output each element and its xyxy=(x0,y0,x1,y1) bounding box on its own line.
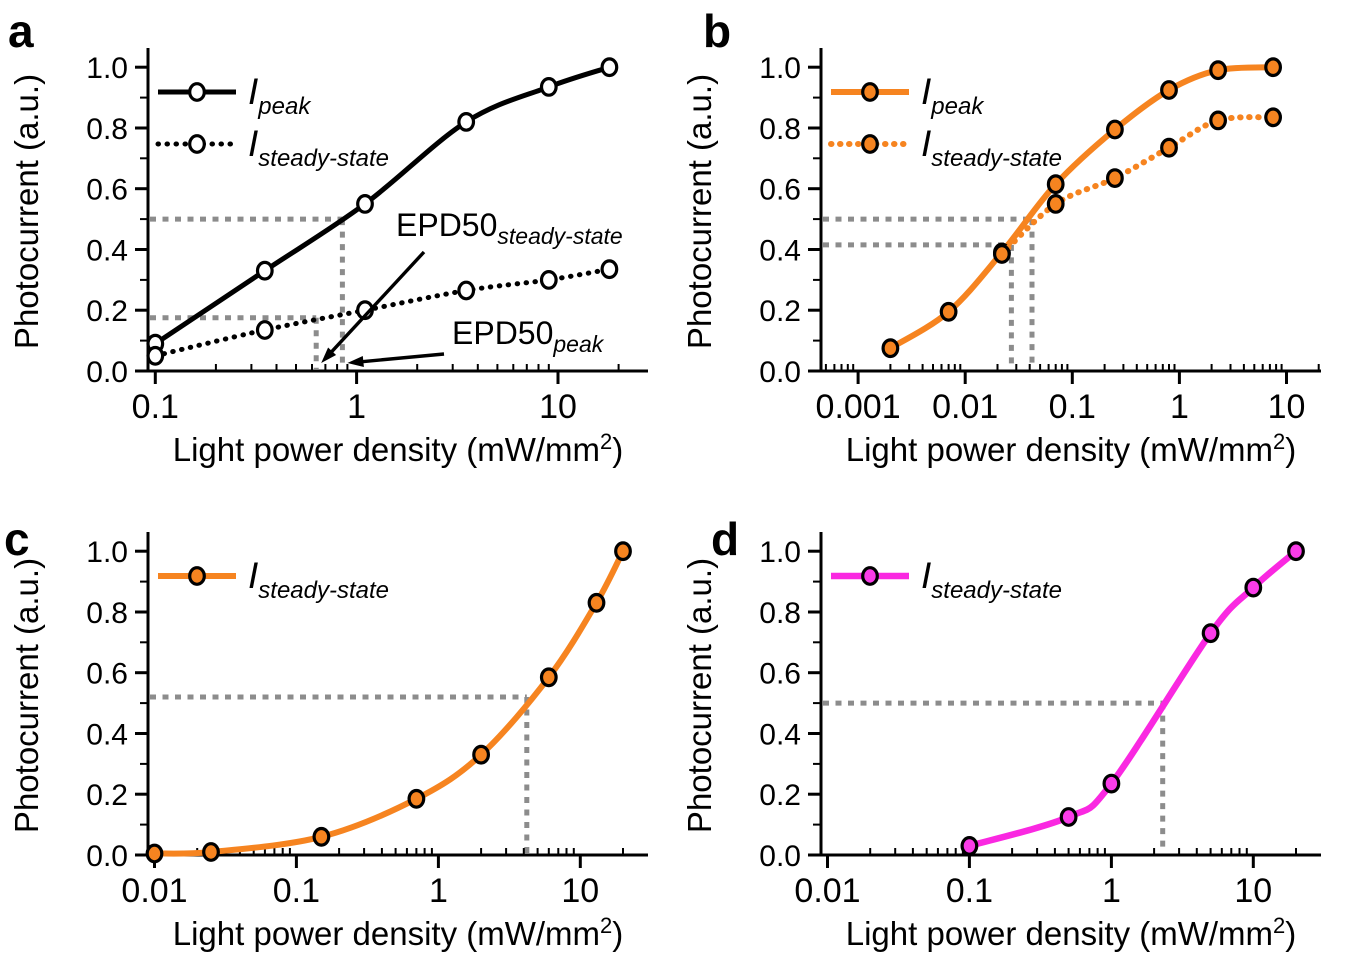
svg-text:10: 10 xyxy=(561,872,599,910)
svg-text:0.1: 0.1 xyxy=(946,872,993,910)
svg-text:0.4: 0.4 xyxy=(86,719,128,752)
svg-text:0.001: 0.001 xyxy=(816,388,901,426)
series-I_peak xyxy=(881,57,1282,359)
guide-lines xyxy=(823,216,1035,369)
svg-text:Photocurrent (a.u.): Photocurrent (a.u.) xyxy=(8,558,45,833)
panel-d: d 0.0 0.2 0.4 0.6 0.8 1.0 0.01 0.1 1 10 Light powe… xyxy=(673,484,1346,967)
svg-text:0.6: 0.6 xyxy=(86,658,128,691)
svg-text:1.0: 1.0 xyxy=(86,536,128,569)
svg-text:Light power density (mW/mm2): Light power density (mW/mm2) xyxy=(173,913,624,952)
panel-label-b: b xyxy=(703,5,732,57)
svg-text:0.1: 0.1 xyxy=(132,388,179,426)
annotations: EPD50steady-state EPD50peak xyxy=(321,207,623,367)
svg-text:Isteady-state: Isteady-state xyxy=(248,123,389,172)
panel-c: c 0.0 0.2 0.4 0.6 0.8 1.0 0.01 0.1 1 10 Light powe… xyxy=(0,484,673,967)
panel-a: a 0.0 0.2 0.4 0.6 0.8 1.0 0.1 1 10 Light power de… xyxy=(0,0,673,483)
svg-text:0.0: 0.0 xyxy=(759,356,801,389)
svg-text:Isteady-state: Isteady-state xyxy=(921,555,1062,604)
svg-text:10: 10 xyxy=(1234,872,1272,910)
guide-lines xyxy=(150,216,345,369)
svg-text:10: 10 xyxy=(539,388,577,426)
svg-text:Light power density (mW/mm2): Light power density (mW/mm2) xyxy=(846,913,1297,952)
svg-text:0.4: 0.4 xyxy=(759,719,801,752)
svg-text:0.01: 0.01 xyxy=(932,388,998,426)
svg-text:Ipeak: Ipeak xyxy=(921,71,985,120)
svg-text:0.8: 0.8 xyxy=(759,113,801,146)
svg-text:EPD50peak: EPD50peak xyxy=(452,315,605,357)
svg-text:1: 1 xyxy=(429,872,448,910)
svg-text:1: 1 xyxy=(347,388,366,426)
svg-text:0.01: 0.01 xyxy=(121,872,187,910)
svg-text:0.01: 0.01 xyxy=(794,872,860,910)
series-I_steady-state xyxy=(993,107,1282,264)
series-I_steady-state xyxy=(145,541,632,864)
series-I_peak xyxy=(146,57,619,354)
svg-text:0.8: 0.8 xyxy=(86,113,128,146)
series-I_steady-state xyxy=(960,541,1305,856)
svg-text:0.4: 0.4 xyxy=(86,235,128,268)
svg-text:0.2: 0.2 xyxy=(759,779,801,812)
svg-text:0.8: 0.8 xyxy=(759,597,801,630)
series-I_steady-state xyxy=(146,259,619,366)
guide-lines xyxy=(150,694,530,853)
legend: Isteady-state xyxy=(831,555,1062,604)
svg-text:Isteady-state: Isteady-state xyxy=(921,123,1062,172)
svg-text:0.1: 0.1 xyxy=(273,872,320,910)
svg-text:1.0: 1.0 xyxy=(759,536,801,569)
svg-text:1.0: 1.0 xyxy=(86,52,128,85)
svg-text:1: 1 xyxy=(1102,872,1121,910)
svg-text:1: 1 xyxy=(1170,388,1189,426)
svg-text:0.2: 0.2 xyxy=(86,295,128,328)
svg-text:EPD50steady-state: EPD50steady-state xyxy=(396,207,623,249)
svg-text:0.2: 0.2 xyxy=(86,779,128,812)
svg-text:Light power density (mW/mm2): Light power density (mW/mm2) xyxy=(173,429,624,468)
panel-label-d: d xyxy=(711,513,740,565)
svg-text:0.6: 0.6 xyxy=(86,174,128,207)
svg-text:0.0: 0.0 xyxy=(86,356,128,389)
svg-text:0.2: 0.2 xyxy=(759,295,801,328)
svg-text:0.0: 0.0 xyxy=(759,840,801,873)
svg-text:0.6: 0.6 xyxy=(759,658,801,691)
svg-text:0.1: 0.1 xyxy=(1049,388,1096,426)
svg-text:0.6: 0.6 xyxy=(759,174,801,207)
svg-text:Isteady-state: Isteady-state xyxy=(248,555,389,604)
svg-text:Photocurrent (a.u.): Photocurrent (a.u.) xyxy=(681,558,718,833)
panel-b: b 0.0 0.2 0.4 0.6 0.8 1.0 0.001 0.01 0.1 1 10 Light… xyxy=(673,0,1346,483)
svg-text:1.0: 1.0 xyxy=(759,52,801,85)
svg-text:Photocurrent (a.u.): Photocurrent (a.u.) xyxy=(8,74,45,349)
panel-label-c: c xyxy=(4,513,30,565)
svg-text:Ipeak: Ipeak xyxy=(248,71,312,120)
panel-label-a: a xyxy=(8,5,34,57)
svg-text:Light power density (mW/mm2): Light power density (mW/mm2) xyxy=(846,429,1297,468)
legend: Isteady-state xyxy=(158,555,389,604)
svg-text:10: 10 xyxy=(1268,388,1306,426)
svg-text:Photocurrent (a.u.): Photocurrent (a.u.) xyxy=(681,74,718,349)
svg-text:0.4: 0.4 xyxy=(759,235,801,268)
svg-text:0.0: 0.0 xyxy=(86,840,128,873)
svg-text:0.8: 0.8 xyxy=(86,597,128,630)
